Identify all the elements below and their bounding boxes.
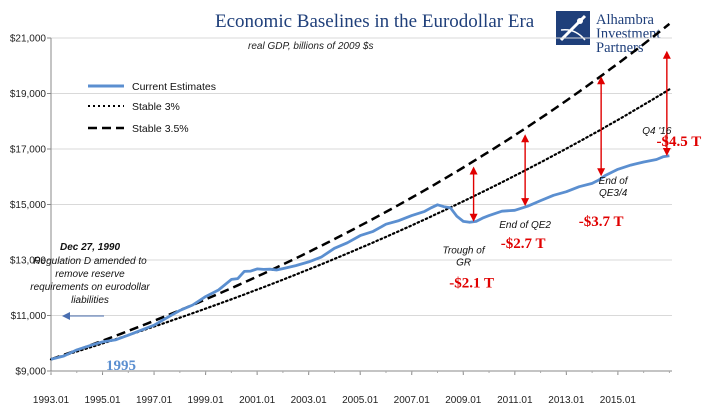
y-tick-label: $19,000 xyxy=(10,89,47,100)
x-tick-label: 2001.01 xyxy=(239,395,276,406)
gap-arrow-head-top xyxy=(597,76,606,85)
year-1995-label: 1995 xyxy=(106,358,136,374)
y-tick-label: $9,000 xyxy=(15,367,46,378)
gap-label: QE3/4 xyxy=(599,188,628,199)
x-tick-label: 2009.01 xyxy=(445,395,482,406)
gap-arrow-head-bottom xyxy=(662,147,671,156)
chart-subtitle: real GDP, billions of 2009 $s xyxy=(248,41,373,52)
y-tick-label: $11,000 xyxy=(11,311,47,322)
gap-label: Q4 '16 xyxy=(642,126,672,137)
series-lines xyxy=(49,22,671,361)
gap-value: -$4.5 T xyxy=(656,134,701,150)
y-tick-label: $13,000 xyxy=(10,256,47,267)
gap-value: -$2.1 T xyxy=(449,276,494,292)
company-logo: Alhambra Investment Partners xyxy=(556,11,660,56)
series-current-estimates-line xyxy=(50,154,670,361)
gap-label: End of QE2 xyxy=(499,220,551,231)
gap-arrow-head-bottom xyxy=(521,198,530,207)
y-tick-label: $21,000 xyxy=(10,34,47,45)
x-tick-label: 2007.01 xyxy=(394,395,431,406)
annotation-line-1: Regulation D amended to xyxy=(33,256,147,267)
x-axis: 1993.01 1995.01 1997.01 1999.01 2001.01 2003.… xyxy=(33,370,672,406)
annotation-date: Dec 27, 1990 xyxy=(60,242,120,253)
x-tick-label: 1997.01 xyxy=(136,395,173,406)
legend-label-current: Current Estimates xyxy=(132,81,216,93)
gap-label: GR xyxy=(456,258,471,269)
legend-label-stable35: Stable 3.5% xyxy=(132,123,189,135)
gap-arrow-head-bottom xyxy=(469,213,478,222)
regulation-annotation: Dec 27, 1990 Regulation D amended to rem… xyxy=(30,242,150,320)
y-tick-label: $15,000 xyxy=(10,200,47,211)
y-tick-label: $17,000 xyxy=(10,145,47,156)
gap-value: -$2.7 T xyxy=(501,236,546,252)
x-tick-label: 2005.01 xyxy=(342,395,379,406)
legend: Current Estimates Stable 3% Stable 3.5% xyxy=(88,81,216,135)
y-axis: $9,000 $11,000 $13,000 $15,000 $17,000 $19,00… xyxy=(10,34,52,378)
gap-arrow-head-bottom xyxy=(597,168,606,177)
annotation-line-4: liabilities xyxy=(71,295,109,306)
logo-line-1: Alhambra xyxy=(596,12,655,28)
gap-arrow-head-top xyxy=(662,50,671,59)
legend-label-stable3: Stable 3% xyxy=(132,101,180,113)
x-tick-label: 2003.01 xyxy=(291,395,328,406)
annotation-arrow-head xyxy=(62,312,70,320)
gap-value: -$3.7 T xyxy=(579,214,624,230)
x-tick-label: 2013.01 xyxy=(548,395,585,406)
gap-label: End of xyxy=(599,176,629,187)
x-tick-label: 2011.01 xyxy=(497,395,533,406)
x-tick-label: 2015.01 xyxy=(600,395,637,406)
gap-label: Trough of xyxy=(443,246,486,257)
annotation-line-3: requirements on eurodollar xyxy=(30,282,150,293)
gap-arrow-head-top xyxy=(521,134,530,143)
x-tick-label: 1999.01 xyxy=(188,395,225,406)
gap-arrow-head-top xyxy=(469,166,478,175)
series-stable-3-5-line xyxy=(50,22,671,361)
x-tick-label: 1995.01 xyxy=(84,395,121,406)
annotation-line-2: remove reserve xyxy=(55,269,125,280)
gridlines xyxy=(51,37,672,316)
chart-title: Economic Baselines in the Eurodollar Era xyxy=(215,11,535,32)
x-tick-label: 1993.01 xyxy=(33,395,70,406)
